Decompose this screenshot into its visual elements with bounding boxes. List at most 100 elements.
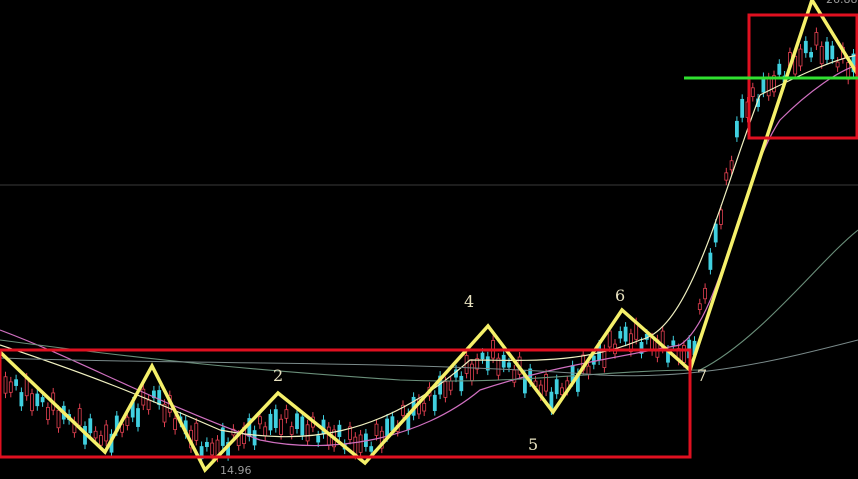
candle-body [835,61,840,68]
candle-body [279,418,284,435]
candle-body [830,45,835,60]
wave-label: 6 [615,286,625,305]
candle-body [432,394,437,412]
candle-body [3,376,8,394]
candle-body [263,426,268,437]
candle-body [146,399,151,411]
candle-body [814,32,819,46]
ma-pink [0,64,858,447]
candle-body [30,393,34,412]
candle-body [353,436,358,455]
candle-body [422,402,427,412]
candle-body [19,392,24,407]
candle-body [544,374,548,392]
candle-body [480,352,485,360]
candle-body [719,209,723,225]
candle-body [390,416,395,431]
candle-body [586,365,591,375]
ma-gray [0,339,858,377]
candle-body [104,424,109,442]
candle-body [475,358,480,370]
candle-body [199,446,204,460]
candle-body [289,426,294,435]
candle-body [682,345,686,363]
candle-body [443,381,448,398]
candle-body [607,330,612,348]
candle-body [623,326,628,342]
candle-body [507,362,511,368]
candle-body [173,418,178,431]
candle-body [210,442,215,456]
candle-body [40,397,45,403]
candle-body [125,416,130,426]
candle-body [300,416,305,436]
candle-body [77,408,82,426]
candle-body [220,427,225,446]
candle-body [798,48,803,67]
candle-body [385,418,390,438]
candle-body [554,379,559,395]
candle-body [618,331,623,339]
ma-green [0,229,858,382]
candle-body [369,446,374,452]
candle-body [496,357,501,376]
candle-body [819,45,824,65]
consolidation-box [0,348,692,459]
candle-body [316,435,321,443]
candle-body [729,160,734,171]
candle-body [560,387,564,396]
candle-body [501,354,506,368]
candle-body [750,87,755,97]
ma-white [0,54,858,438]
candle-body [825,41,829,60]
candle-body [639,341,644,354]
candle-body [162,403,167,423]
candle-body [374,423,379,436]
candle-body [35,393,40,407]
candle-body [284,409,289,419]
wave-label: 7 [697,366,707,385]
candle-body [809,51,813,58]
candle-body [697,303,702,310]
candle-body [194,422,199,441]
candle-body [56,409,61,429]
candle-body [379,430,384,449]
candle-body [761,77,766,93]
candle-body [93,430,98,439]
candle-body [348,426,352,440]
candle-body [295,413,299,430]
candle-body [99,435,103,446]
candle-body [8,381,13,393]
candle-body [305,424,310,442]
wave-label: 2 [273,366,283,385]
candle-body [485,356,490,371]
candle-body [88,418,93,434]
candle-body [703,287,707,300]
candle-body [448,380,453,391]
candle-body [273,409,278,429]
candle-body [671,340,676,346]
candle-body [358,434,363,453]
high-price-label: 26.88 [826,0,858,6]
candle-body [157,390,162,406]
candle-body [46,406,50,421]
candle-body [151,390,156,399]
candle-body [724,172,729,181]
candle-body [740,98,745,118]
wave-label: 5 [528,435,538,454]
candle-body [459,375,464,392]
candle-body [136,408,140,427]
candle-body [766,77,771,97]
candle-body [591,355,596,365]
candle-body [777,63,782,75]
candle-body [803,40,808,54]
candle-body [713,223,718,243]
candle-body [268,413,273,431]
candle-body [772,75,776,93]
low-price-label: 14.96 [220,464,252,477]
candle-body [708,252,713,270]
candle-body [401,404,405,416]
